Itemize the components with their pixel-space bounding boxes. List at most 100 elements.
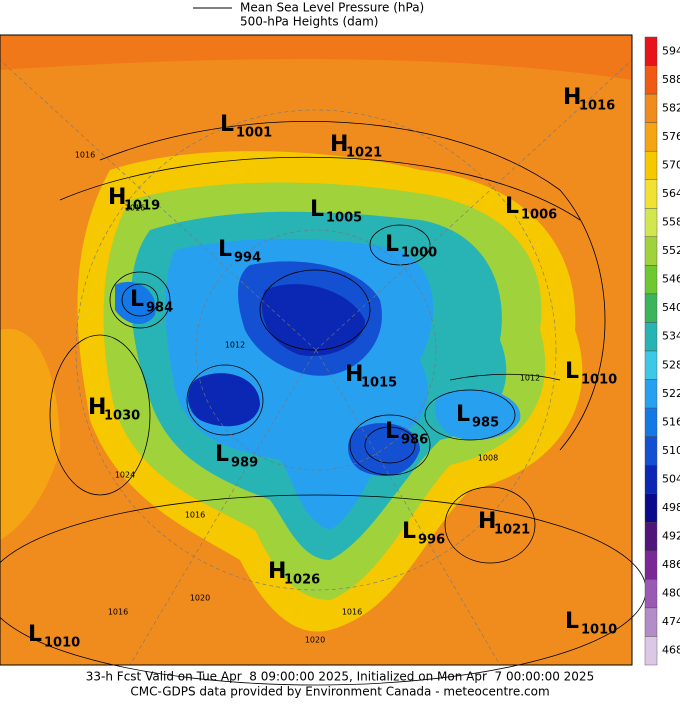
center-value: 989 — [231, 456, 258, 471]
center-value: 1021 — [346, 146, 382, 161]
center-kind: H — [563, 85, 581, 110]
map-border — [0, 34, 633, 666]
footer-credit: CMC-GDPS data provided by Environment Ca… — [130, 685, 549, 699]
colorbar-swatch — [644, 93, 658, 123]
colorbar-label: 570 — [662, 158, 680, 171]
contour-low-west — [188, 373, 260, 427]
pressure-center: L 989 — [215, 442, 258, 471]
center-value: 984 — [146, 301, 173, 316]
center-kind: L — [456, 402, 470, 427]
center-kind: L — [28, 622, 42, 647]
center-kind: L — [130, 287, 144, 312]
colorbar-label: 522 — [662, 387, 680, 400]
pressure-center: L 1001 — [220, 112, 272, 141]
center-value: 996 — [418, 533, 445, 548]
colorbar-swatch — [644, 522, 658, 552]
center-kind: H — [268, 559, 286, 584]
center-kind: L — [402, 519, 416, 544]
center-kind: H — [330, 132, 348, 157]
colorbar-label: 546 — [662, 273, 680, 286]
colorbar-swatch — [644, 436, 658, 466]
isobar-label: 1016 — [342, 608, 362, 617]
colorbar-swatch — [644, 265, 658, 295]
center-value: 1001 — [236, 126, 272, 141]
center-value: 1015 — [361, 376, 397, 391]
center-kind: L — [385, 232, 399, 257]
colorbar-label: 480 — [662, 587, 680, 600]
center-kind: L — [218, 237, 232, 262]
colorbar-label: 582 — [662, 101, 680, 114]
center-kind: L — [215, 442, 229, 467]
colorbar-swatch — [644, 65, 658, 95]
pressure-center: L 1000 — [385, 232, 437, 261]
isobar-label: 1016 — [185, 511, 205, 520]
center-kind: L — [565, 609, 579, 634]
colorbar-label: 576 — [662, 130, 680, 143]
graticule — [0, 59, 633, 666]
colorbar-swatch — [644, 208, 658, 238]
isobars — [0, 121, 647, 686]
center-value: 1030 — [104, 409, 140, 424]
footer-valid: 33-h Fcst Valid on Tue Apr 8 09:00:00 20… — [86, 670, 594, 684]
colorbar-swatch — [644, 579, 658, 609]
colorbar-swatch — [644, 550, 658, 580]
center-kind: L — [565, 359, 579, 384]
center-kind: L — [310, 197, 324, 222]
isobar-label: 1020 — [305, 636, 325, 645]
colorbar-swatch — [644, 607, 658, 637]
center-kind: H — [478, 509, 496, 534]
contour-low-pacific — [115, 281, 156, 325]
pressure-center: L 994 — [218, 237, 261, 266]
colorbar-swatch — [644, 236, 658, 266]
center-value: 1026 — [284, 573, 320, 588]
contour-low-atlantic — [434, 389, 521, 440]
colorbar-swatch — [644, 36, 658, 66]
pressure-center: L 984 — [130, 287, 173, 316]
colorbar-swatch — [644, 322, 658, 352]
isobar-label: 1016 — [75, 151, 95, 160]
pressure-center: L 985 — [456, 402, 499, 431]
colorbar-swatch — [644, 350, 658, 380]
colorbar-swatch — [644, 379, 658, 409]
center-value: 994 — [234, 251, 261, 266]
colorbar-label: 504 — [662, 472, 680, 485]
pressure-center: L 996 — [402, 519, 445, 548]
colorbar-label: 540 — [662, 301, 680, 314]
center-kind: H — [345, 362, 363, 387]
colorbar-swatch — [644, 150, 658, 180]
center-kind: L — [220, 112, 234, 137]
center-value: 1005 — [326, 211, 362, 226]
center-value: 1010 — [581, 623, 617, 638]
isobar-label: 1024 — [115, 471, 135, 480]
pressure-center: L 1010 — [565, 359, 617, 388]
isobar-label: 1012 — [225, 341, 245, 350]
center-value: 985 — [472, 416, 499, 431]
isobar-label: 1008 — [478, 454, 498, 463]
colorbar-label: 552 — [662, 244, 680, 257]
center-value: 1010 — [44, 636, 80, 651]
center-value: 1021 — [494, 523, 530, 538]
center-value: 1000 — [401, 246, 437, 261]
colorbar-swatch — [644, 407, 658, 437]
isobar-label: 1016 — [108, 608, 128, 617]
center-kind: L — [385, 419, 399, 444]
center-kind: H — [108, 185, 126, 210]
warm-band — [0, 35, 632, 80]
pressure-center: L 1006 — [505, 194, 557, 223]
colorbar-label: 486 — [662, 558, 680, 571]
colorbar-label: 558 — [662, 216, 680, 229]
pressure-center: L 1010 — [28, 622, 80, 651]
isobar-label: 1020 — [190, 594, 210, 603]
center-kind: L — [505, 194, 519, 219]
contour-504 — [261, 284, 365, 356]
colorbar-label: 516 — [662, 415, 680, 428]
colorbar-label: 564 — [662, 187, 680, 200]
colorbar-label: 594 — [662, 44, 680, 57]
center-value: 1019 — [124, 199, 160, 214]
center-value: 1016 — [579, 99, 615, 114]
